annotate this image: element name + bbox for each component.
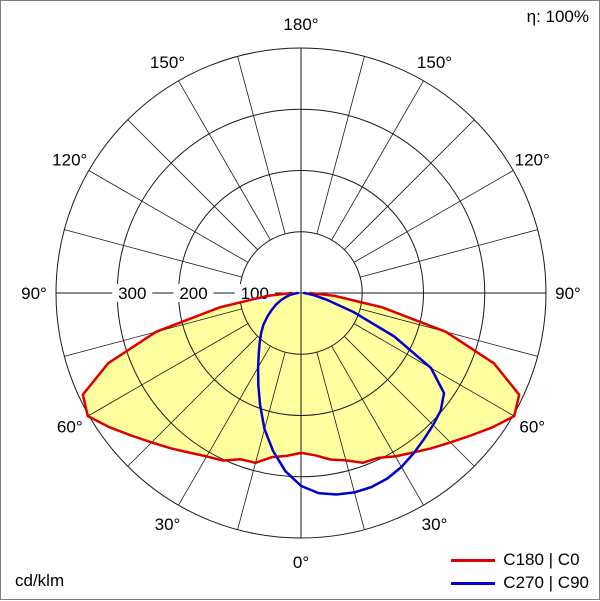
angle-label: 60°: [519, 418, 545, 437]
radial-tick-label: 200: [179, 284, 207, 303]
legend-label-c0: C180 | C0: [503, 550, 580, 569]
legend-line-c90-icon: [451, 581, 496, 585]
grid-spoke: [127, 336, 258, 467]
grid-spoke: [178, 345, 271, 506]
grid-spoke: [88, 170, 249, 263]
legend-line-c0-icon: [451, 558, 496, 562]
grid-spoke: [331, 80, 424, 241]
grid-spoke: [353, 323, 514, 416]
angle-label: 30°: [155, 515, 181, 534]
legend-item-c90: C270 | C90: [451, 573, 589, 593]
efficiency-label: η: 100%: [526, 7, 589, 26]
grid-spoke: [331, 345, 424, 506]
legend: C180 | C0 C270 | C90: [451, 550, 589, 593]
grid-spoke: [88, 323, 249, 416]
angle-label: 60°: [57, 418, 83, 437]
grid-spoke: [237, 56, 286, 234]
angle-label: 120°: [52, 151, 87, 170]
legend-label-c90: C270 | C90: [503, 573, 589, 592]
angle-label: 90°: [21, 284, 47, 303]
radial-tick-label: 300: [118, 284, 146, 303]
angle-label: 150°: [417, 53, 452, 72]
grid-spoke: [178, 80, 271, 241]
grid-spoke: [127, 119, 258, 250]
legend-item-c0: C180 | C0: [451, 550, 589, 570]
angle-label: 120°: [515, 151, 550, 170]
grid-spoke: [64, 229, 242, 278]
angle-label: 90°: [555, 284, 581, 303]
radial-tick-bg: [173, 284, 214, 302]
grid-spoke: [316, 56, 365, 234]
grid-spoke: [237, 352, 286, 530]
angle-label: 0°: [293, 553, 309, 572]
radial-tick-bg: [112, 284, 153, 302]
grid-spoke: [344, 336, 475, 467]
curve-c180-c0: [81, 291, 521, 465]
angle-label: 30°: [422, 515, 448, 534]
unit-label: cd/klm: [15, 571, 65, 590]
curve-c270-c90: [256, 291, 446, 496]
grid-spoke: [360, 229, 538, 278]
grid-spoke: [316, 352, 365, 530]
angle-label: 150°: [150, 53, 185, 72]
grid-spoke: [353, 170, 514, 263]
grid-spoke: [344, 119, 475, 250]
angle-label: 180°: [283, 15, 318, 34]
